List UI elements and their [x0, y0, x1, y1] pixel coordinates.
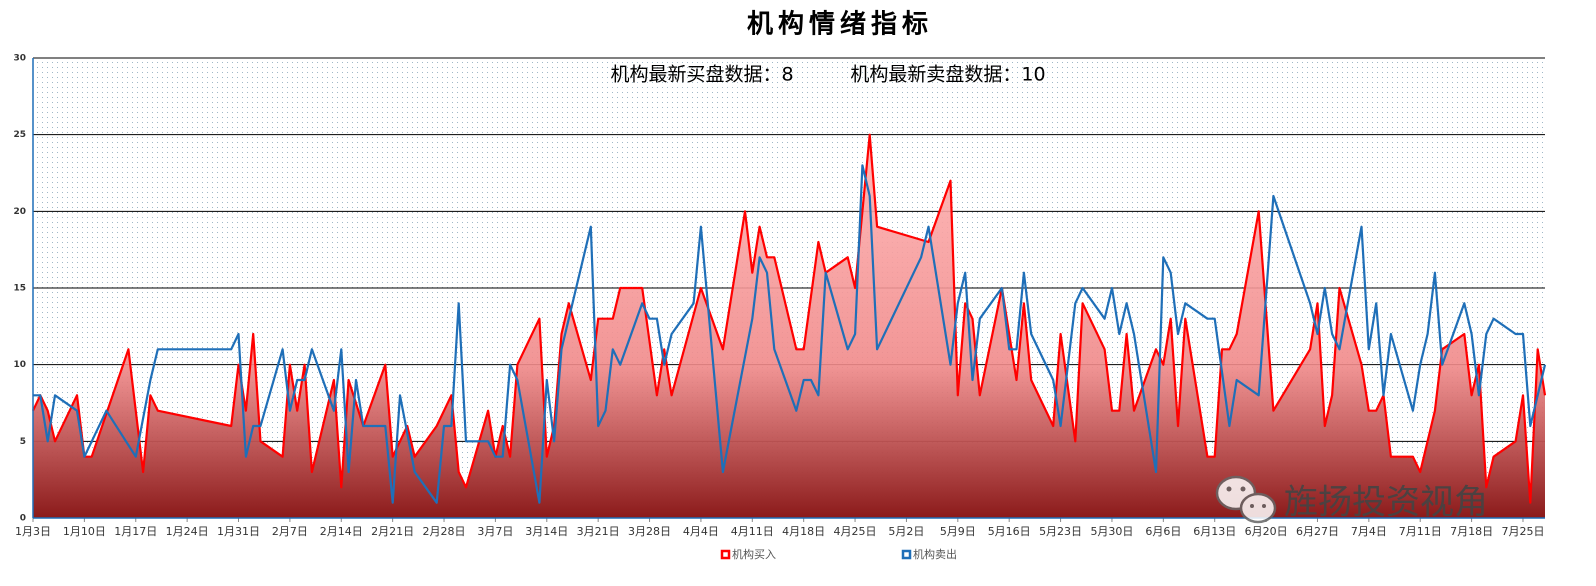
legend-swatch [901, 549, 912, 560]
legend-label: 机构买入 [732, 547, 776, 561]
x-tick-label: 3月21日 [577, 525, 620, 538]
plot: 0 5 10 15 20 25 30 1月3日 1月10日 1月17日 1月24日 1月31日 2月7日… [13, 54, 1547, 561]
x-tick-label: 2月28日 [423, 525, 466, 538]
annotation: 机构最新买盘数据：8 [610, 64, 793, 86]
x-tick-label: 1月31日 [217, 525, 260, 538]
legend-label: 机构卖出 [913, 547, 957, 561]
y-tick-label: 15 [13, 284, 26, 294]
y-tick-label: 20 [13, 207, 26, 217]
legend-swatch [720, 549, 731, 560]
x-tick-label: 1月17日 [114, 525, 157, 538]
line [32, 133, 1547, 504]
x-tick-label: 4月18日 [782, 525, 825, 538]
x-tick-label: 2月21日 [371, 525, 414, 538]
x-tick-label: 1月10日 [63, 525, 106, 538]
x-tick-label: 7月18日 [1450, 525, 1493, 538]
x-tick-label: 6月13日 [1193, 525, 1236, 538]
y-tick-label: 10 [13, 360, 26, 370]
y-tick-label: 0 [20, 514, 26, 524]
area [33, 134, 1545, 518]
x-tick-label: 6月6日 [1145, 525, 1181, 538]
y-tick-label: 25 [13, 130, 26, 140]
x-tick-label: 5月16日 [988, 525, 1031, 538]
x-tick-label: 6月20日 [1245, 525, 1288, 538]
watermark-icon [1215, 475, 1277, 524]
x-tick-label: 5月2日 [888, 525, 924, 538]
x-tick-label: 4月4日 [683, 525, 719, 538]
x-tick-label: 5月9日 [940, 525, 976, 538]
chart-title: 机构情绪指标 [747, 9, 933, 40]
x-tick-label: 2月14日 [320, 525, 363, 538]
y-tick-label: 30 [13, 54, 26, 64]
x-tick-label: 4月11日 [731, 525, 774, 538]
y-tick-label: 5 [20, 437, 26, 447]
x-tick-label: 2月7日 [272, 525, 308, 538]
x-tick-label: 7月4日 [1351, 525, 1387, 538]
watermark: 旌扬投资视角 [1284, 483, 1488, 523]
x-tick-label: 7月25日 [1501, 525, 1544, 538]
x-tick-label: 1月3日 [15, 525, 51, 538]
annotation: 机构最新卖盘数据：10 [850, 64, 1045, 86]
x-tick-label: 7月11日 [1399, 525, 1442, 538]
x-tick-label: 3月7日 [477, 525, 513, 538]
x-tick-label: 5月23日 [1039, 525, 1082, 538]
line [33, 164, 1547, 504]
x-tick-label: 6月27日 [1296, 525, 1339, 538]
x-tick-label: 3月28日 [628, 525, 671, 538]
x-tick-label: 5月30日 [1090, 525, 1133, 538]
x-tick-label: 3月14日 [525, 525, 568, 538]
x-tick-label: 4月25日 [834, 525, 877, 538]
x-tick-label: 1月24日 [166, 525, 209, 538]
